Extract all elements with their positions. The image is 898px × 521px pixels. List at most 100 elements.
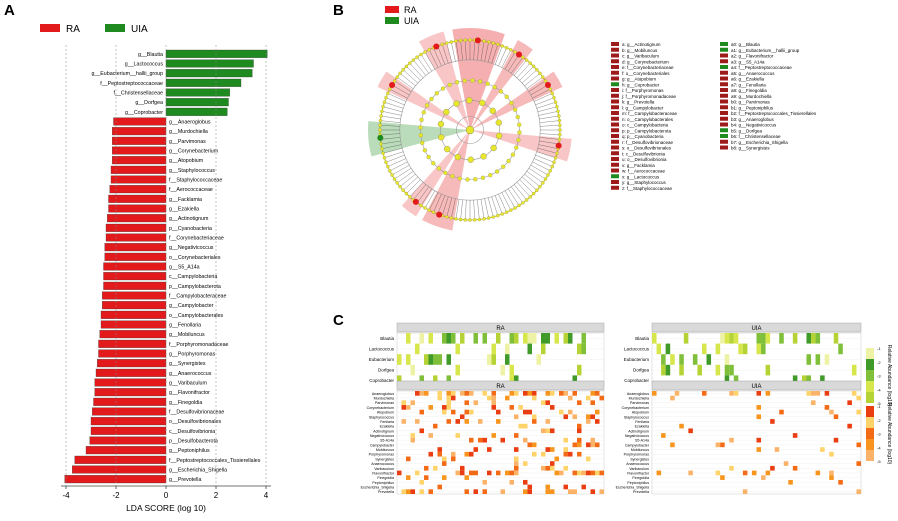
heatmap-cell bbox=[415, 470, 420, 476]
cladogram-branch bbox=[535, 97, 555, 105]
cladogram-inner-node bbox=[473, 177, 478, 182]
cladogram-leaf-node bbox=[558, 123, 562, 127]
key-swatch bbox=[611, 70, 619, 75]
cladogram-inner-node bbox=[509, 100, 514, 106]
heatmap-cell bbox=[838, 343, 843, 355]
heatmap-row-label: Eubacterium bbox=[369, 357, 395, 362]
lda-bar bbox=[109, 185, 167, 194]
cladogram-branch bbox=[413, 184, 426, 201]
key-entry: x: g__Lactococcus bbox=[622, 174, 660, 179]
heatmap-cell bbox=[568, 489, 573, 494]
key-entry: j: f__Porphyromonadaceae bbox=[621, 94, 677, 99]
heatmap-cell bbox=[473, 400, 478, 406]
heatmap-cell bbox=[724, 333, 730, 344]
colorbar-segment bbox=[866, 450, 874, 461]
cladogram-leaf-node bbox=[535, 68, 539, 72]
heatmap-cell bbox=[792, 375, 798, 386]
heatmap-cell bbox=[410, 433, 415, 438]
cladogram-branch bbox=[539, 120, 560, 123]
heatmap-cell bbox=[437, 447, 442, 452]
cladogram-branch bbox=[381, 115, 401, 120]
heatmap-cell bbox=[509, 470, 514, 476]
heatmap-row-label: Flavonifractor bbox=[372, 471, 395, 475]
cladogram-branch bbox=[460, 40, 463, 61]
heatmap-cell bbox=[563, 484, 568, 490]
heatmap-cell bbox=[824, 354, 830, 365]
heatmap-cell bbox=[433, 354, 438, 365]
colorbar-title: Relative Abundance (log10) bbox=[886, 403, 892, 465]
heatmap-facet-label: RA bbox=[496, 326, 504, 332]
key-entry: b0: g__Parvimonas bbox=[731, 100, 771, 105]
lda-bar bbox=[95, 368, 167, 377]
lda-bar bbox=[97, 359, 167, 368]
cladogram-phylum-node bbox=[490, 144, 497, 152]
heatmap-cell bbox=[415, 391, 420, 396]
heatmap-cell bbox=[586, 470, 591, 476]
heatmap-cell bbox=[523, 423, 528, 429]
heatmap-cell bbox=[820, 375, 825, 386]
lda-bar bbox=[105, 233, 167, 242]
heatmap-facet-strip bbox=[651, 380, 862, 391]
heatmap-cell bbox=[586, 414, 591, 420]
heatmap-cell bbox=[756, 405, 762, 410]
heatmap-cell bbox=[559, 391, 564, 396]
cladogram-leaf-node bbox=[531, 64, 536, 69]
heatmap-cell bbox=[469, 437, 474, 443]
cladogram-highlight-sector bbox=[470, 71, 563, 130]
lda-bar-label: o__Desulfovibrionales bbox=[169, 419, 221, 425]
heatmap-cell bbox=[424, 391, 429, 396]
cladogram-branch bbox=[460, 199, 463, 220]
cladogram-leaf-node bbox=[487, 40, 491, 44]
cladogram-leaf-node bbox=[419, 203, 423, 208]
cladogram-leaf-node bbox=[380, 147, 384, 151]
heatmap-cell bbox=[451, 409, 456, 415]
key-entry: s: o__Desulfovibrionales bbox=[622, 146, 672, 151]
cladogram-phylum-node bbox=[467, 156, 474, 163]
cladogram-inner-node bbox=[462, 78, 467, 83]
panel-c-letter: C bbox=[333, 312, 344, 329]
key-entry: b7: g__Escherichia_Shigella bbox=[731, 140, 788, 145]
cladogram-branch bbox=[420, 188, 432, 206]
heatmap-cell bbox=[460, 465, 465, 471]
cladogram-leaf-node bbox=[381, 105, 385, 109]
heatmap-cell bbox=[500, 364, 505, 376]
legend-b-ra-swatch bbox=[385, 6, 399, 13]
cladogram-branch bbox=[495, 45, 503, 65]
heatmap-cell bbox=[829, 451, 834, 457]
heatmap-cell bbox=[545, 400, 550, 406]
heatmap-row-label: Corynebacterium bbox=[367, 406, 394, 410]
heatmap-cell bbox=[586, 442, 591, 448]
heatmap-cell bbox=[595, 419, 600, 424]
cladogram-branch bbox=[519, 66, 534, 81]
heatmap-cell bbox=[415, 419, 420, 424]
cladogram-leaf-node bbox=[521, 201, 525, 205]
cladogram-leaf-node bbox=[517, 203, 521, 208]
cladogram-leaf-node bbox=[513, 206, 517, 210]
heatmap-cell bbox=[568, 451, 573, 457]
heatmap-cell bbox=[505, 354, 510, 365]
cladogram-branch bbox=[491, 44, 498, 64]
heatmap-cell bbox=[541, 465, 546, 471]
cladogram-branch bbox=[530, 84, 549, 96]
cladogram-branch bbox=[508, 54, 520, 72]
cladogram-branch bbox=[508, 188, 520, 206]
heatmap-row-label: Negativicoccus bbox=[370, 434, 394, 438]
cladogram-branch bbox=[394, 168, 412, 180]
heatmap-cell bbox=[491, 400, 496, 406]
heatmap-cell bbox=[779, 409, 784, 415]
lda-bar bbox=[94, 388, 167, 397]
cladogram-highlight-sector bbox=[377, 71, 470, 130]
heatmap-row-label: Porphyromonas bbox=[369, 453, 395, 457]
cladogram-leaf-node bbox=[556, 109, 560, 113]
cladogram-branch bbox=[465, 200, 467, 220]
heatmap-cell bbox=[761, 475, 766, 480]
key-swatch bbox=[720, 42, 728, 46]
heatmap-cell bbox=[509, 375, 514, 386]
heatmap-bottom: RAAnaeroglobusMurdochiellaParvimonasCory… bbox=[361, 380, 892, 495]
cladogram-leaf-node bbox=[411, 58, 416, 62]
lda-bar bbox=[104, 252, 167, 261]
heatmap-cell bbox=[532, 419, 537, 424]
heatmap-cell bbox=[577, 364, 582, 376]
heatmap-cell bbox=[577, 428, 582, 434]
